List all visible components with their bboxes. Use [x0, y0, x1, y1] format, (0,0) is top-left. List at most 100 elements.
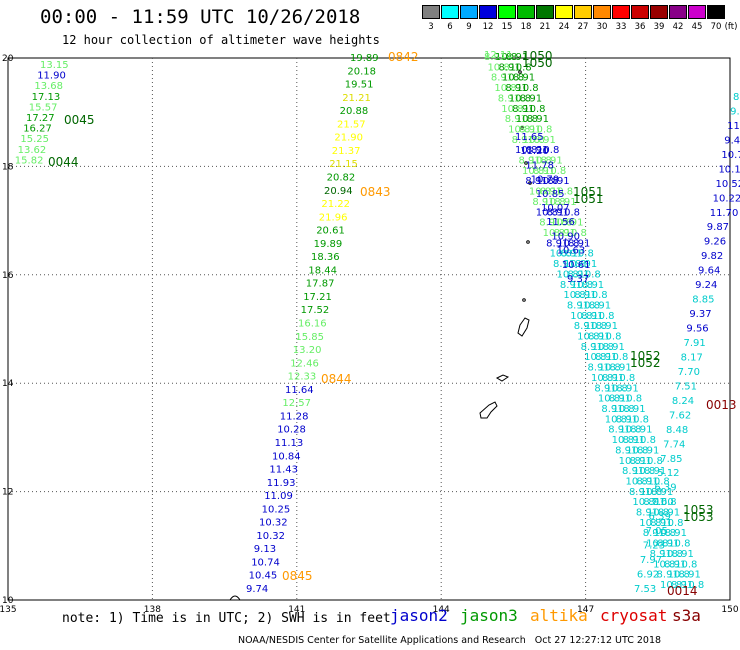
swh-swath-label: 8.91: [658, 508, 680, 519]
swh-value-label: 8.17: [681, 352, 703, 363]
track-time-label: 0014: [667, 584, 698, 598]
swh-swath-label: 10.8: [570, 311, 592, 322]
swh-swath-label: 8.91: [539, 218, 561, 229]
track-time-label: 1050: [522, 49, 553, 63]
swh-swath-label: 10.8: [509, 93, 531, 104]
legend-swatch: [460, 5, 478, 19]
swh-swath-label: 10.8: [647, 476, 669, 487]
track-time-label: 1050: [522, 56, 553, 70]
swh-swath-label: 10.8: [578, 300, 600, 311]
swh-swath-label: 8.91: [596, 321, 618, 332]
legend-label: 18: [520, 22, 532, 32]
legend-label: 39: [653, 22, 665, 32]
swh-swath-label: 8.91: [484, 52, 506, 63]
swh-value-label: 9.74: [246, 584, 268, 595]
lon-tick-label: 144: [433, 605, 450, 615]
swh-swath-label: 8.91: [657, 539, 679, 550]
swh-swath-label: 8.91: [525, 176, 547, 187]
swh-swath-label: 8.91: [526, 145, 548, 156]
swh-swath-label: 10.8: [598, 394, 620, 405]
swh-value-label: 13.20: [293, 345, 322, 356]
legend-swatch: [479, 5, 497, 19]
legend-swatch: [574, 5, 592, 19]
swh-value-label: 20.82: [327, 172, 356, 183]
swh-swath-label: 8.91: [602, 373, 624, 384]
swh-swath-label: 8.91: [650, 549, 672, 560]
small-island: [528, 181, 532, 185]
swh-swath-label: 10.8: [633, 466, 655, 477]
swh-swath-label: 10.8: [515, 145, 537, 156]
track-time-label: 1052: [630, 356, 661, 370]
swh-swath-label: 10.8: [634, 435, 656, 446]
swh-swath-label: 8.91: [541, 156, 563, 167]
swh-swath-label: 10.8: [572, 249, 594, 260]
swh-swath-label: 8.91: [491, 73, 513, 84]
swh-swath-label: 10.8: [509, 62, 531, 73]
lat-tick-label: 20: [2, 54, 14, 64]
swh-value-label: 11.78: [525, 160, 554, 171]
legend-label: 30: [596, 22, 608, 32]
swh-value-label: 7.05: [646, 526, 668, 537]
swh-swath-label: 10.8: [619, 456, 641, 467]
swh-swath-label: 10.8: [523, 135, 545, 146]
legend-label: 3: [428, 22, 434, 32]
swh-value-label: 12.33: [288, 372, 317, 383]
swh-swath-label: 10.8: [556, 269, 578, 280]
small-island: [518, 70, 522, 74]
lat-tick-label: 10: [2, 596, 14, 606]
legend-label: 12: [482, 22, 494, 32]
swh-swath-label: 8.91: [650, 518, 672, 529]
small-island: [526, 240, 530, 244]
swh-swath-label: 10.8: [487, 62, 509, 73]
swh-swath-label: 10.8: [647, 508, 669, 519]
swh-swath-label: 8.91: [603, 342, 625, 353]
swh-swath-label: 10.8: [660, 580, 682, 591]
track-time-label: 0845: [282, 569, 313, 583]
swh-value-label: 19.89: [314, 239, 343, 250]
swh-swath-label: 8.91: [575, 259, 597, 270]
swh-swath-label: 10.8: [516, 114, 538, 125]
legend-swatch: [631, 5, 649, 19]
credit-line: NOAA/NESDIS Center for Satellite Applica…: [238, 635, 662, 646]
lon-tick-label: 135: [0, 605, 17, 615]
legend-swatch: [555, 5, 573, 19]
swh-value-label: 21.37: [332, 146, 361, 157]
swh-swath-label: 8.91: [582, 280, 604, 291]
swh-swath-label: 8.91: [657, 570, 679, 581]
swh-swath-label: 8.91: [671, 580, 693, 591]
swh-swath-label: 8.91: [664, 559, 686, 570]
legend-swatch: [593, 5, 611, 19]
swh-swath-label: 8.91: [540, 187, 562, 198]
swh-value-label: 9.64: [698, 266, 720, 277]
swh-value-label: 21.96: [319, 212, 348, 223]
swh-swath-label: 8.91: [519, 156, 541, 167]
swh-swath-label: 8.91: [513, 73, 535, 84]
swh-swath-label: 10.8: [591, 373, 613, 384]
islands-outline: [229, 70, 532, 601]
satellite-name: altika: [530, 606, 588, 625]
map-frame: [7, 57, 731, 601]
swh-swath-label: 10.8: [632, 497, 654, 508]
swh-swath-label: 8.91: [630, 456, 652, 467]
swh-swath-label: 10.8: [668, 539, 690, 550]
swh-swath-label: 10.8: [501, 104, 523, 115]
swh-swath-label: 8.91: [527, 114, 549, 125]
swh-swath-label: 8.91: [498, 62, 520, 73]
swh-swath-label: 10.8: [682, 580, 704, 591]
swh-swath-label: 8.91: [554, 228, 576, 239]
swh-value-label: 10.32: [259, 518, 288, 529]
swh-swath-label: 10.8: [626, 445, 648, 456]
island-rota: [495, 374, 510, 382]
swh-swath-label: 10.8: [563, 290, 585, 301]
lat-tick-label: 16: [2, 271, 14, 281]
swh-swath-label: 10.8: [585, 290, 607, 301]
swh-value-label: 17.13: [32, 92, 61, 103]
legend-label: 45: [691, 22, 703, 32]
swh-value-label: 13.62: [18, 145, 47, 156]
legend-swatch: [517, 5, 535, 19]
swh-swath-label: 8.91: [498, 93, 520, 104]
swh-value-label: 10.7: [721, 150, 740, 161]
swh-value-label: 21.22: [321, 199, 350, 210]
swh-value-label: 7.85: [660, 454, 682, 465]
swh-value-label: 7.53: [634, 584, 656, 595]
